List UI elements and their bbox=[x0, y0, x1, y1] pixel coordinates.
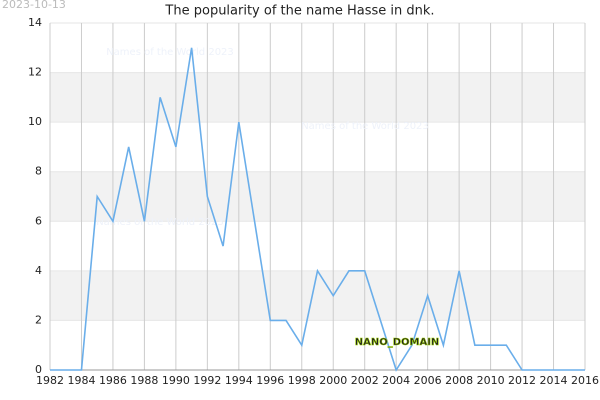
x-tick-label: 2000 bbox=[319, 374, 347, 387]
y-tick-label: 14 bbox=[28, 16, 42, 29]
x-tick-label: 2010 bbox=[477, 374, 505, 387]
faint-label: Names of the World 2023 bbox=[301, 121, 429, 132]
x-tick-label: 2002 bbox=[351, 374, 379, 387]
faint-label: Names of the World 2023 bbox=[96, 217, 224, 228]
y-tick-label: 2 bbox=[35, 313, 42, 326]
y-tick-label: 8 bbox=[35, 165, 42, 178]
y-tick-label: 0 bbox=[35, 363, 42, 376]
x-tick-label: 2014 bbox=[540, 374, 568, 387]
y-tick-label: 4 bbox=[35, 264, 42, 277]
x-tick-label: 2004 bbox=[382, 374, 410, 387]
grid-band bbox=[50, 72, 585, 123]
x-tick-label: 1988 bbox=[130, 374, 158, 387]
watermark: NANO_DOMAIN bbox=[355, 337, 440, 348]
y-tick-label: 6 bbox=[35, 214, 42, 227]
date-stamp: 2023-10-13 bbox=[2, 0, 66, 11]
grid-band bbox=[50, 171, 585, 222]
x-tick-label: 1986 bbox=[99, 374, 127, 387]
x-tick-label: 1982 bbox=[36, 374, 64, 387]
x-tick-label: 2008 bbox=[445, 374, 473, 387]
x-tick-label: 2016 bbox=[571, 374, 599, 387]
series-line bbox=[50, 47, 585, 372]
x-tick-label: 1996 bbox=[256, 374, 284, 387]
x-tick-label: 2012 bbox=[508, 374, 536, 387]
x-tick-label: 1998 bbox=[288, 374, 316, 387]
x-tick-label: 1992 bbox=[193, 374, 221, 387]
x-tick-label: 2006 bbox=[414, 374, 442, 387]
faint-label: Names of the World 2023 bbox=[106, 47, 234, 58]
grid-band bbox=[50, 270, 585, 321]
x-tick-label: 1990 bbox=[162, 374, 190, 387]
x-tick-label: 1984 bbox=[67, 374, 95, 387]
y-tick-label: 10 bbox=[28, 115, 42, 128]
chart-title: The popularity of the name Hasse in dnk. bbox=[164, 4, 434, 19]
y-tick-label: 12 bbox=[28, 66, 42, 79]
x-tick-label: 1994 bbox=[225, 374, 253, 387]
